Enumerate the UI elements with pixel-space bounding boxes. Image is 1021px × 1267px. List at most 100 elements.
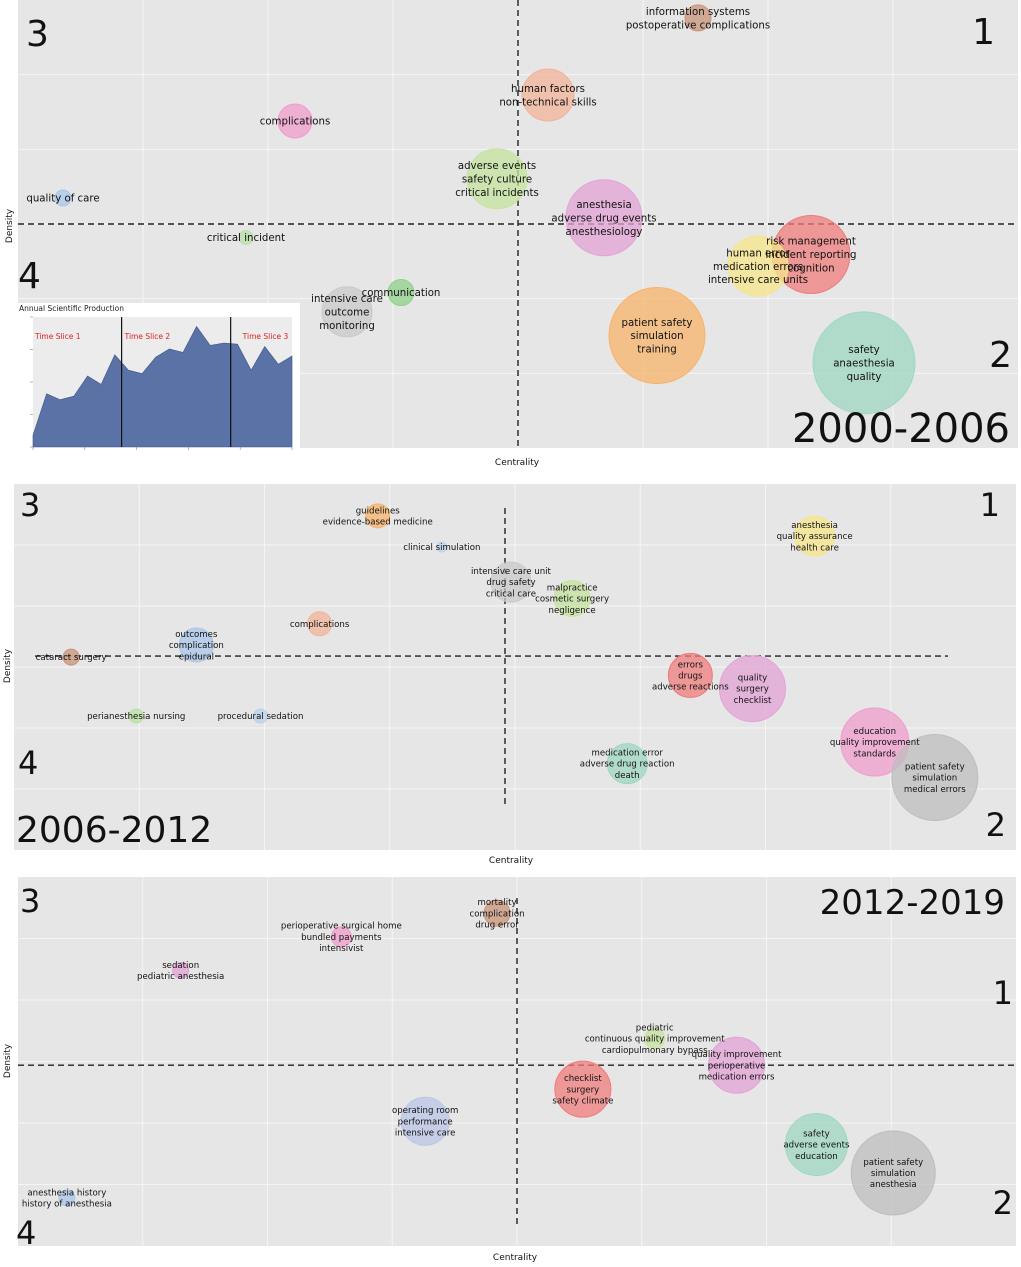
theme-label: patient safety bbox=[905, 762, 965, 772]
theme-label: medication error bbox=[591, 749, 663, 759]
theme-label: perioperative surgical home bbox=[281, 922, 402, 932]
theme-label: intensive care units bbox=[708, 275, 808, 286]
theme-label: anesthesia bbox=[576, 200, 631, 211]
quadrant-number-4: 4 bbox=[18, 744, 38, 782]
theme-bubble bbox=[307, 611, 333, 637]
quadrant-number-4: 4 bbox=[16, 1214, 36, 1252]
quadrant-number-3: 3 bbox=[26, 14, 49, 55]
theme-bubble bbox=[521, 68, 575, 122]
theme-label: quality of care bbox=[26, 194, 99, 205]
theme-bubble bbox=[330, 926, 352, 948]
x-axis-label: Centrality bbox=[495, 458, 540, 468]
theme-label: anesthesia history bbox=[27, 1189, 106, 1199]
theme-label: history of anesthesia bbox=[22, 1200, 112, 1210]
y-axis-label: Density bbox=[3, 1043, 13, 1078]
theme-bubble bbox=[58, 1189, 76, 1207]
theme-label: outcomes bbox=[175, 630, 218, 640]
theme-label: postoperative complications bbox=[626, 20, 770, 31]
theme-label: drug error bbox=[475, 920, 519, 930]
theme-label: adverse drug reaction bbox=[580, 760, 675, 770]
theme-label: intensive care unit bbox=[471, 567, 552, 577]
y-axis-label: Density bbox=[3, 648, 13, 683]
quadrant-number-1: 1 bbox=[972, 12, 995, 53]
theme-bubble bbox=[708, 1036, 766, 1094]
theme-label: outcome bbox=[325, 307, 370, 318]
thematic-map-2006-2012: guidelines evidence-based medicine anesthe… bbox=[3, 484, 1016, 866]
theme-bubble bbox=[365, 503, 391, 529]
theme-label: evidence-based medicine bbox=[323, 518, 433, 528]
theme-label: health care bbox=[790, 543, 839, 553]
theme-label: safety climate bbox=[552, 1096, 613, 1106]
inset-title: Annual Scientific Production bbox=[19, 304, 124, 313]
theme-label: medication errors bbox=[699, 1072, 775, 1082]
theme-label: critical care bbox=[486, 589, 536, 599]
y-axis-label: Density bbox=[5, 208, 15, 243]
theme-label: cardiopulmonary bypass bbox=[602, 1046, 708, 1056]
theme-label: intensivist bbox=[319, 944, 364, 954]
theme-label: information systems bbox=[646, 7, 750, 18]
theme-label: quality bbox=[847, 372, 882, 383]
theme-bubble bbox=[553, 580, 591, 618]
theme-label: intensive care bbox=[395, 1129, 456, 1139]
quadrant-number-2: 2 bbox=[986, 806, 1006, 844]
theme-label: critical incidents bbox=[455, 188, 539, 199]
theme-label: intensive care bbox=[311, 294, 383, 305]
theme-label: operating room bbox=[392, 1106, 458, 1116]
theme-label: errors bbox=[678, 660, 704, 670]
theme-label: medication errors bbox=[713, 262, 803, 273]
theme-label: checklist bbox=[734, 696, 772, 706]
theme-bubble bbox=[483, 899, 511, 927]
theme-label: standards bbox=[853, 749, 896, 759]
theme-label: performance bbox=[398, 1117, 453, 1127]
theme-label: complication bbox=[169, 641, 224, 651]
theme-label: complications bbox=[260, 117, 331, 128]
theme-label: education bbox=[795, 1152, 838, 1162]
theme-label: sedation bbox=[162, 961, 199, 971]
theme-label: epidural bbox=[179, 652, 214, 662]
theme-label: safety bbox=[803, 1129, 830, 1139]
theme-bubble bbox=[172, 961, 190, 979]
theme-label: medical errors bbox=[904, 785, 966, 795]
theme-label: adverse events bbox=[458, 161, 536, 172]
theme-label: quality assurance bbox=[777, 532, 853, 542]
theme-label: quality improvement bbox=[830, 738, 920, 748]
theme-bubble bbox=[718, 655, 786, 723]
theme-bubble bbox=[54, 189, 72, 207]
theme-label: non-technical skills bbox=[499, 97, 596, 108]
theme-label: simulation bbox=[912, 774, 957, 784]
theme-bubble bbox=[490, 561, 532, 603]
theme-bubble bbox=[684, 4, 712, 32]
theme-bubble bbox=[644, 1028, 666, 1050]
theme-label: anaesthesia bbox=[833, 359, 895, 370]
theme-label: surgery bbox=[736, 685, 769, 695]
quadrant-number-2: 2 bbox=[989, 335, 1012, 376]
theme-label: death bbox=[615, 771, 640, 781]
theme-label: patient safety bbox=[622, 318, 693, 329]
theme-bubble bbox=[850, 1130, 936, 1216]
quadrant-number-3: 3 bbox=[20, 882, 40, 920]
theme-label: perioperative bbox=[708, 1061, 766, 1071]
inset-area-series bbox=[32, 325, 293, 448]
theme-label: simulation bbox=[630, 331, 683, 342]
theme-label: safety culture bbox=[462, 174, 532, 185]
theme-label: human error bbox=[726, 248, 790, 259]
theme-label: procedural sedation bbox=[218, 712, 304, 722]
theme-bubble bbox=[128, 708, 144, 724]
theme-label: surgery bbox=[567, 1085, 600, 1095]
theme-label: safety bbox=[848, 345, 879, 356]
theme-bubble bbox=[436, 541, 448, 553]
theme-label: quality improvement bbox=[692, 1050, 782, 1060]
theme-label: risk management bbox=[766, 237, 856, 248]
period-title: 2006-2012 bbox=[16, 810, 212, 851]
theme-label: checklist bbox=[564, 1074, 602, 1084]
theme-label: patient safety bbox=[863, 1158, 923, 1168]
theme-bubble bbox=[784, 1113, 848, 1177]
theme-bubble bbox=[62, 648, 80, 666]
quadrant-number-4: 4 bbox=[18, 256, 41, 297]
theme-label: incident reporting bbox=[765, 250, 856, 261]
time-slice-label: Time Slice 1 bbox=[34, 332, 81, 341]
theme-label: adverse drug events bbox=[551, 213, 656, 224]
theme-label: human factors bbox=[511, 84, 585, 95]
theme-label: complication bbox=[470, 909, 525, 919]
